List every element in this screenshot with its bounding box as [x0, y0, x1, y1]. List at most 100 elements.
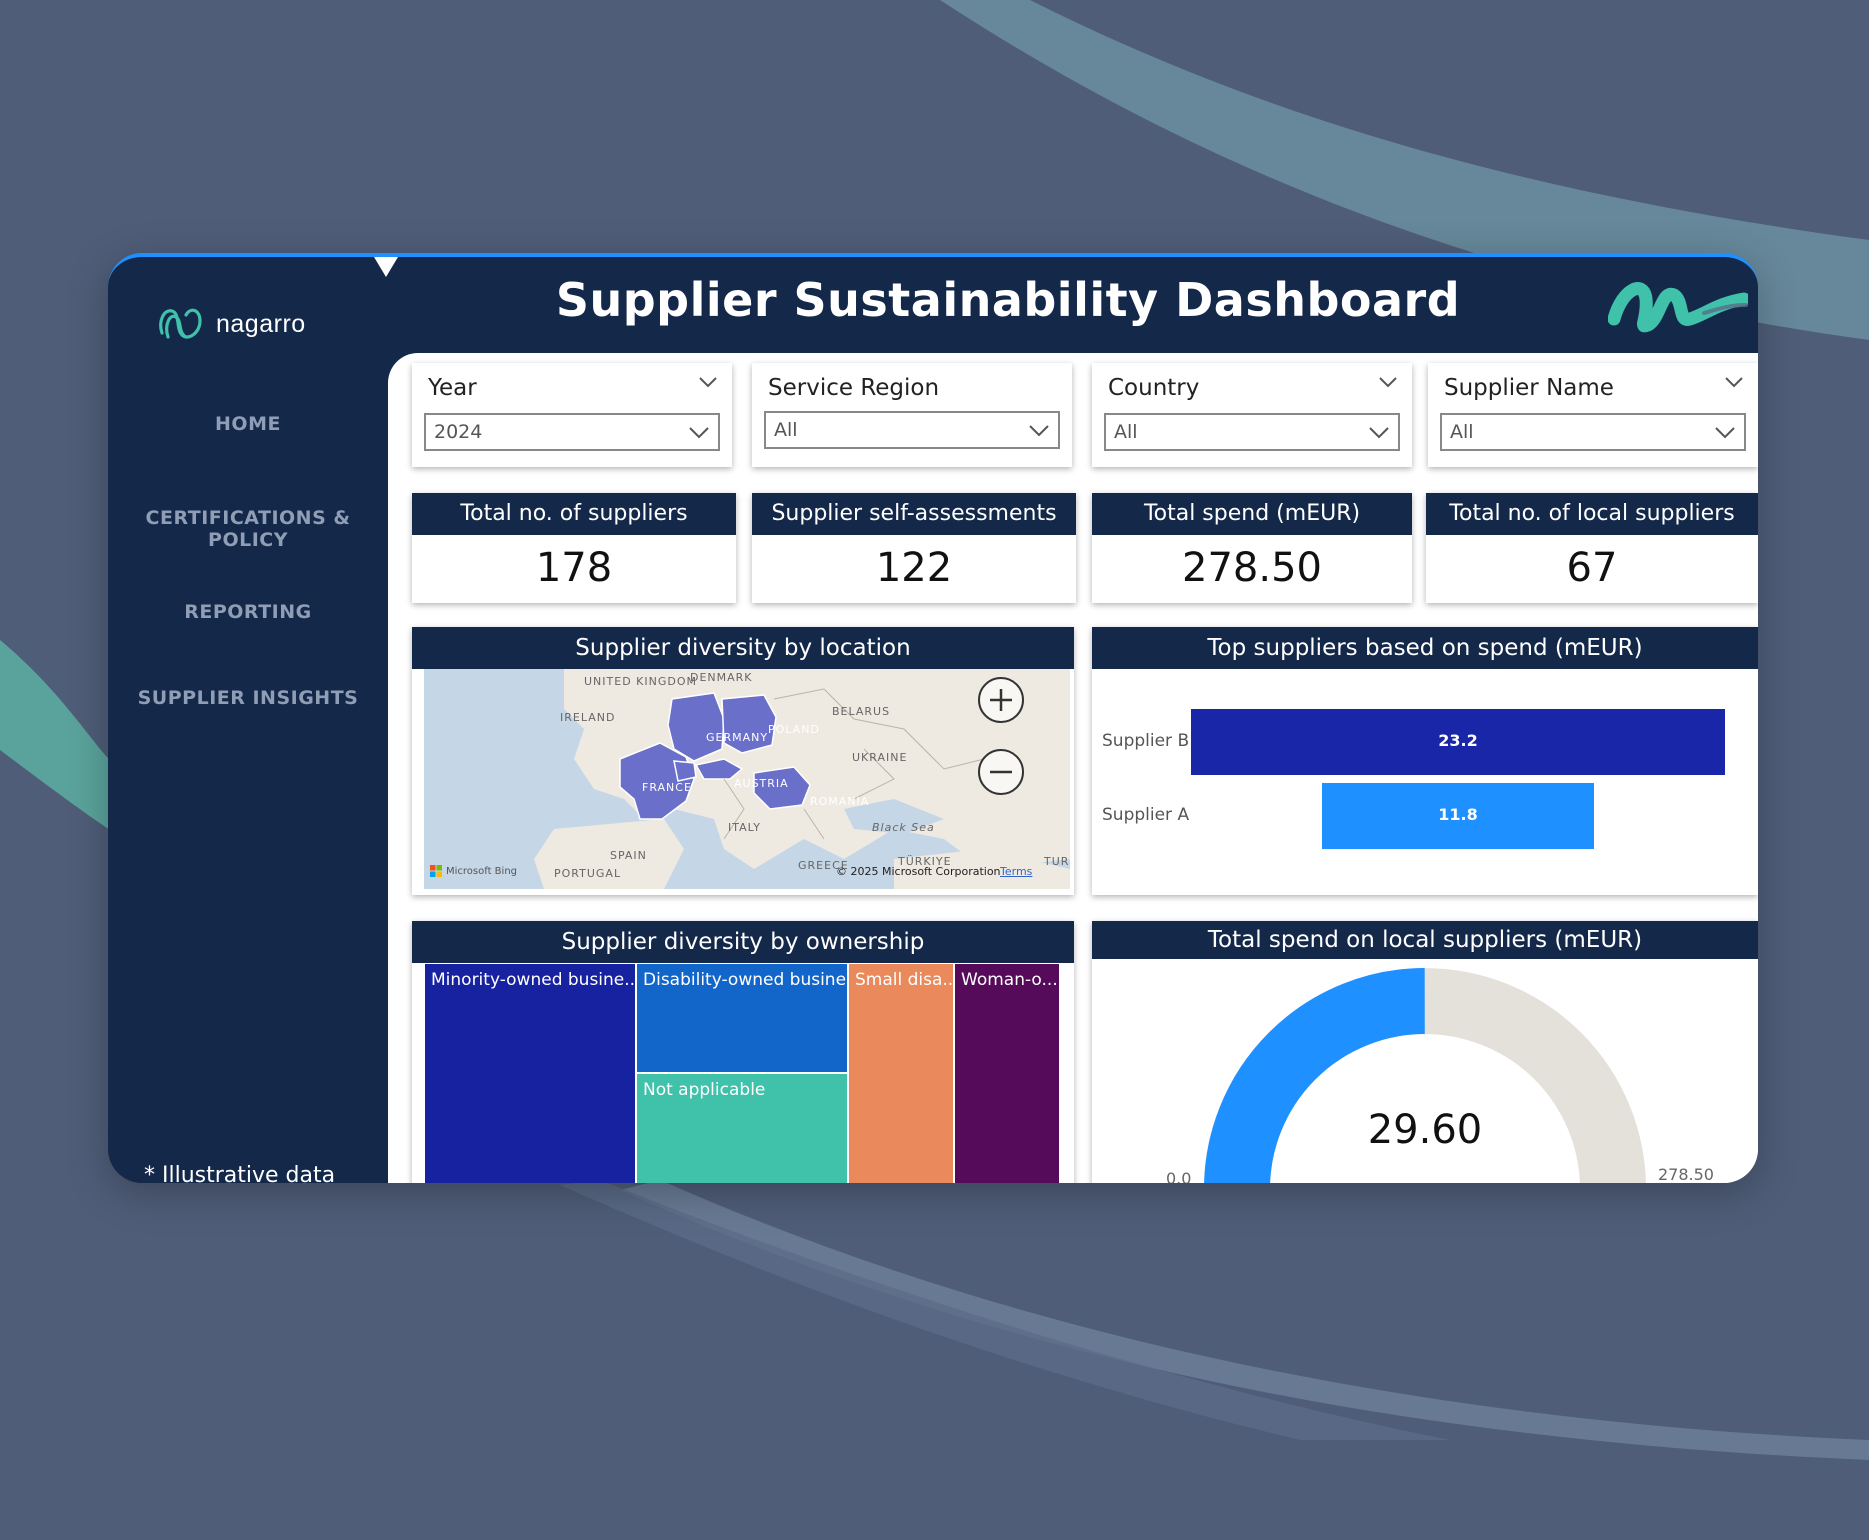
- bar-category-label: Supplier B: [1102, 731, 1190, 751]
- europe-map[interactable]: UNITED KINGDOM DENMARK IRELAND BELARUS P…: [424, 669, 1070, 889]
- kpi-total-spend: Total spend (mEUR) 278.50: [1092, 493, 1412, 603]
- bar-supplier-b[interactable]: 23.2: [1191, 709, 1725, 775]
- slicer-service-region: Service Region All: [752, 363, 1072, 467]
- kpi-label: Supplier self-assessments: [752, 493, 1076, 535]
- map-label: FRANCE: [642, 781, 692, 794]
- provider-label: Microsoft Bing: [446, 865, 518, 877]
- gauge-value: 29.60: [1367, 1107, 1483, 1153]
- map-label: GREECE: [798, 859, 849, 872]
- microsoft-logo-icon: [430, 865, 442, 877]
- map-label: POLAND: [768, 723, 820, 736]
- kpi-value: 278.50: [1182, 545, 1322, 591]
- nav-reporting[interactable]: REPORTING: [184, 601, 312, 623]
- service-region-dropdown[interactable]: All: [764, 411, 1060, 449]
- slicer-supplier-name: Supplier Name All: [1428, 363, 1758, 467]
- dropdown-value: All: [774, 419, 798, 441]
- kpi-value: 178: [535, 545, 613, 591]
- dropdown-value: 2024: [434, 421, 483, 443]
- map-label: UKRAINE: [852, 751, 908, 764]
- kpi-label: Total no. of suppliers: [412, 493, 736, 535]
- visual-title: Supplier diversity by ownership: [412, 921, 1074, 963]
- map-visual: Supplier diversity by location: [412, 627, 1074, 895]
- chevron-down-icon[interactable]: [1724, 375, 1744, 389]
- report-canvas: Year 2024 Service Region All Country All…: [388, 353, 1758, 1183]
- cell-label: Disability-owned busine...: [643, 970, 848, 990]
- map-label: PORTUGAL: [554, 867, 622, 880]
- zoom-out-button[interactable]: [978, 749, 1024, 795]
- dashboard-window: nagarro HOME CERTIFICATIONS & POLICY REP…: [108, 253, 1758, 1183]
- cell-label: Not applicable: [643, 1080, 766, 1100]
- bar-category-label: Supplier A: [1102, 805, 1190, 825]
- page-marker: [374, 257, 398, 277]
- kpi-value: 67: [1566, 545, 1618, 591]
- bing-attribution: Microsoft Bing: [430, 865, 517, 877]
- dropdown-value: All: [1450, 421, 1474, 443]
- treemap-cell-disability-owned[interactable]: Disability-owned busine...: [636, 963, 848, 1073]
- nav-certifications-policy[interactable]: CERTIFICATIONS & POLICY: [145, 507, 351, 551]
- slicer-label: Supplier Name: [1444, 375, 1614, 401]
- terms-link[interactable]: Terms: [1000, 865, 1033, 878]
- slicer-year: Year 2024: [412, 363, 732, 467]
- map-label: BELARUS: [832, 705, 891, 718]
- year-dropdown[interactable]: 2024: [424, 413, 720, 451]
- map-label: ROMANIA: [810, 795, 870, 808]
- chevron-down-icon: [1029, 425, 1049, 437]
- map-label: SPAIN: [610, 849, 647, 862]
- chevron-down-icon: [689, 427, 709, 439]
- ownership-treemap-visual: Supplier diversity by ownership Minority…: [412, 921, 1074, 1183]
- map-copyright: © 2025 Microsoft Corporation: [836, 865, 1001, 878]
- sidebar: nagarro HOME CERTIFICATIONS & POLICY REP…: [108, 257, 388, 1183]
- brand-swirl-icon: [1608, 282, 1748, 333]
- bar-supplier-a[interactable]: 11.8: [1322, 783, 1594, 849]
- supplier-name-dropdown[interactable]: All: [1440, 413, 1746, 451]
- kpi-label: Total no. of local suppliers: [1426, 493, 1758, 535]
- chevron-down-icon[interactable]: [1378, 375, 1398, 389]
- kpi-self-assessments: Supplier self-assessments 122: [752, 493, 1076, 603]
- cell-label: Small disa...: [855, 970, 954, 990]
- cell-label: Woman-o...: [961, 970, 1058, 990]
- nav-home[interactable]: HOME: [215, 413, 281, 435]
- slicer-label: Country: [1108, 375, 1200, 401]
- gauge-fill[interactable]: [1204, 968, 1426, 1183]
- visual-title: Top suppliers based on spend (mEUR): [1092, 627, 1758, 669]
- treemap-cell-not-applicable[interactable]: Not applicable: [636, 1073, 848, 1183]
- nagarro-logo: nagarro: [156, 303, 306, 345]
- treemap-cell-minority-owned[interactable]: Minority-owned busine...: [424, 963, 636, 1183]
- gauge-chart: [1204, 968, 1646, 1183]
- top-suppliers-visual: Top suppliers based on spend (mEUR) Supp…: [1092, 627, 1758, 895]
- map-canvas: [424, 669, 1070, 889]
- treemap-cell-woman-owned[interactable]: Woman-o...: [954, 963, 1060, 1183]
- bar-value-label: 11.8: [1438, 805, 1478, 824]
- nav-supplier-insights[interactable]: SUPPLIER INSIGHTS: [137, 687, 359, 709]
- dropdown-value: All: [1114, 421, 1138, 443]
- cell-label: Minority-owned busine...: [431, 970, 636, 990]
- map-label: GERMANY: [706, 731, 769, 744]
- map-label: TÜRKIYE: [898, 855, 952, 868]
- kpi-local-suppliers: Total no. of local suppliers 67: [1426, 493, 1758, 603]
- treemap-cell-small-disadvantaged[interactable]: Small disa...: [848, 963, 954, 1183]
- map-label: AUSTRIA: [734, 777, 789, 790]
- page-title: Supplier Sustainability Dashboard: [555, 273, 1461, 327]
- gauge-min-label: 0.0: [1166, 1169, 1192, 1183]
- bar-value-label: 23.2: [1438, 731, 1478, 750]
- slicer-country: Country All: [1092, 363, 1412, 467]
- map-label: TUR: [1044, 855, 1070, 868]
- map-label: ITALY: [728, 821, 762, 834]
- chevron-down-icon[interactable]: [698, 375, 718, 389]
- country-dropdown[interactable]: All: [1104, 413, 1400, 451]
- kpi-value: 122: [875, 545, 953, 591]
- map-label: DENMARK: [690, 671, 753, 684]
- slicer-label: Service Region: [768, 375, 940, 401]
- map-label: Black Sea: [872, 821, 935, 834]
- gauge-max-label: 278.50: [1658, 1165, 1714, 1183]
- slicer-label: Year: [428, 375, 477, 401]
- logo-text: nagarro: [216, 309, 306, 338]
- visual-title: Total spend on local suppliers (mEUR): [1092, 921, 1758, 959]
- illustrative-data-note: * Illustrative data: [144, 1163, 336, 1183]
- local-spend-gauge-visual: Total spend on local suppliers (mEUR) 29…: [1092, 921, 1758, 1183]
- minus-icon: [990, 770, 1012, 774]
- zoom-in-button[interactable]: [978, 677, 1024, 723]
- chevron-down-icon: [1715, 427, 1735, 439]
- map-label: UNITED KINGDOM: [584, 675, 697, 688]
- plus-icon: [990, 689, 1012, 711]
